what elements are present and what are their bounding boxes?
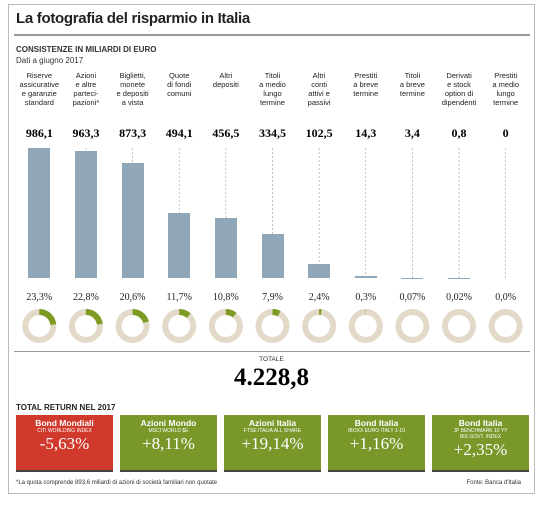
source: Fonte: Banca d'Italia xyxy=(466,480,521,486)
ring xyxy=(442,309,477,343)
value-label: 986,1 xyxy=(25,126,53,140)
share-label: 23,3% xyxy=(26,292,53,303)
category-label: Riserve assicurative e garanzie standard xyxy=(19,71,60,107)
share-label: 7,9% xyxy=(262,292,283,303)
return-box: Bond Italia IBOXX EURO ITALY 1-10 +1,16% xyxy=(328,415,425,472)
share-arc xyxy=(68,309,103,343)
value-label: 963,3 xyxy=(72,126,100,140)
category-label: Titoli a breve termine xyxy=(399,71,425,98)
category-label: Altri conti attivi e passivi xyxy=(307,71,331,107)
value-label: 14,3 xyxy=(355,126,377,140)
share-arc xyxy=(255,309,290,343)
share-arc xyxy=(208,309,243,343)
ring xyxy=(395,309,430,343)
return-name: Azioni Italia xyxy=(248,418,297,428)
return-box: Azioni Italia FTSE ITALIA ALL SHARE +19,14… xyxy=(224,415,321,472)
bar xyxy=(28,148,51,278)
share-label: 10,8% xyxy=(212,292,239,303)
return-box: Azioni Mondo MSCI WORLD $E +8,11% xyxy=(120,415,217,472)
return-index: MSCI WORLD $E xyxy=(148,428,189,434)
chart-subtitle: Dati a giugno 2017 xyxy=(16,56,84,65)
share-label: 20,6% xyxy=(119,292,146,303)
return-name: Bond Mondiali xyxy=(35,418,94,428)
return-value: +8,11% xyxy=(142,434,195,453)
value-label: 0,8 xyxy=(451,126,467,140)
total-label: TOTALE xyxy=(259,356,284,363)
section-title: TOTAL RETURN NEL 2017 xyxy=(16,403,116,412)
bar xyxy=(308,264,331,278)
share-arc xyxy=(348,309,383,343)
return-index: CITI WORLDBIG INDEX xyxy=(37,428,92,434)
category-label: Prestiti a breve termine xyxy=(353,71,379,98)
return-index: JP BENCHMARK 10 YY BIS GOVT. INDEX xyxy=(453,428,508,440)
value-label: 3,4 xyxy=(404,126,420,140)
title: La fotografia del risparmio in Italia xyxy=(16,10,250,27)
chart-title: CONSISTENZE IN MILIARDI DI EURO xyxy=(16,45,157,54)
value-label: 102,5 xyxy=(305,126,333,140)
share-label: 22,8% xyxy=(73,292,99,303)
bar xyxy=(74,151,97,278)
share-label: 0,3% xyxy=(355,292,377,303)
total-value: 4.228,8 xyxy=(234,364,309,391)
bar xyxy=(121,162,144,278)
return-name: Azioni Mondo xyxy=(140,418,197,428)
share-label: 2,4% xyxy=(308,292,330,303)
ring xyxy=(488,309,523,343)
return-value: +1,16% xyxy=(349,434,404,453)
footnote: *La quota comprende 893,6 miliardi di az… xyxy=(16,480,218,486)
share-label: 0,0% xyxy=(495,292,517,303)
bar xyxy=(214,217,237,278)
share-arc xyxy=(302,309,337,343)
share-arc xyxy=(115,309,150,343)
ring xyxy=(348,309,383,343)
share-label: 0,02% xyxy=(446,292,472,303)
category-label: Titoli a medio lungo termine xyxy=(259,71,286,107)
rule xyxy=(14,351,530,352)
return-index: FTSE ITALIA ALL SHARE xyxy=(243,428,302,434)
category-label: Biglietti, monete e depositi a vista xyxy=(116,71,149,107)
share-label: 0,07% xyxy=(399,292,426,303)
return-value: +19,14% xyxy=(241,434,304,453)
ring xyxy=(162,309,197,343)
ring xyxy=(255,309,290,343)
ring xyxy=(208,309,243,343)
share-arc xyxy=(442,309,477,343)
value-label: 0 xyxy=(502,126,509,140)
bar xyxy=(168,212,191,278)
return-name: Bond Italia xyxy=(458,418,503,428)
rule xyxy=(14,34,530,36)
share-arc xyxy=(22,309,57,343)
share-arc xyxy=(162,309,197,343)
category-label: Azioni e altre parteci- pazioni* xyxy=(72,71,100,107)
category-label: Quote di fondi comuni xyxy=(167,71,192,98)
bar xyxy=(261,233,284,278)
category-label: Prestiti a medio lungo termine xyxy=(492,71,520,107)
share-arc xyxy=(395,309,430,343)
return-box: Bond Mondiali CITI WORLDBIG INDEX -5,63% xyxy=(16,415,113,472)
value-label: 334,5 xyxy=(258,126,286,140)
share-label: 11,7% xyxy=(166,292,192,303)
return-value: -5,63% xyxy=(39,434,90,453)
category-label: Altri depositi xyxy=(212,71,239,89)
ring xyxy=(302,309,337,343)
value-label: 873,3 xyxy=(119,126,147,140)
frame xyxy=(8,4,535,494)
bar xyxy=(354,276,377,278)
return-box: Bond Italia JP BENCHMARK 10 YY BIS GOVT. … xyxy=(432,415,529,472)
return-value: +2,35% xyxy=(453,440,508,459)
return-index: IBOXX EURO ITALY 1-10 xyxy=(348,428,405,434)
category-label: Derivati e stock option di dipendenti xyxy=(441,71,477,107)
return-name: Bond Italia xyxy=(354,418,399,428)
value-label: 456,5 xyxy=(212,126,240,140)
value-label: 494,1 xyxy=(165,126,193,140)
